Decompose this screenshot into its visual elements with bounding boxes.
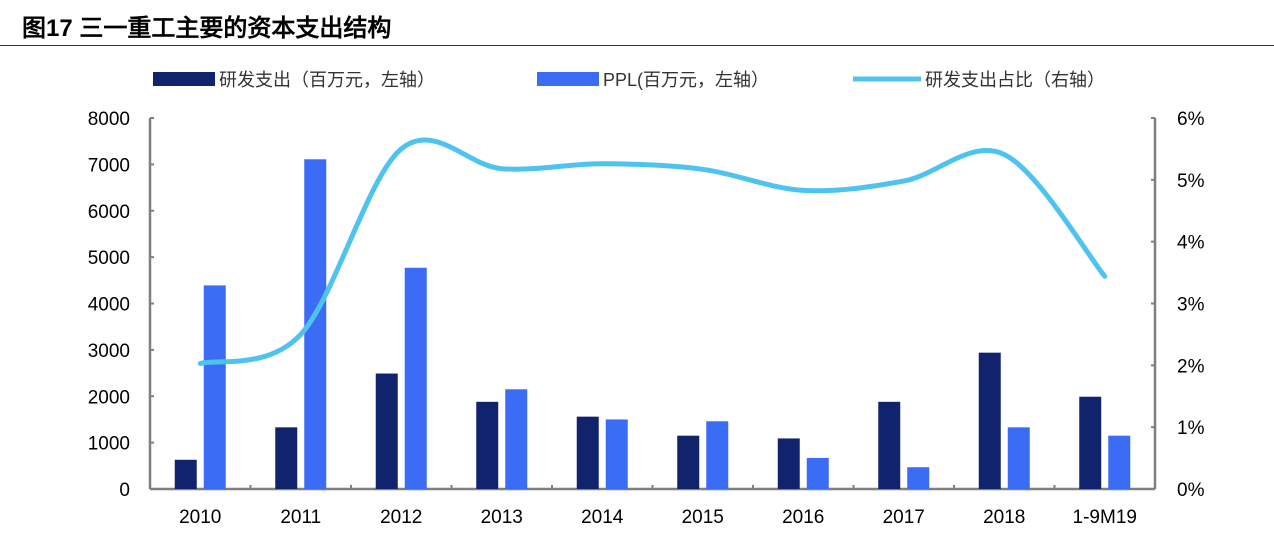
x-tick-label: 2017: [883, 507, 925, 528]
bar-ppl: [505, 389, 528, 489]
x-tick-label: 2012: [380, 507, 422, 528]
left-tick-label: 5000: [88, 248, 130, 269]
bar-ppl: [806, 457, 829, 489]
bar-ppl: [706, 421, 729, 489]
x-tick-label: 2016: [782, 507, 824, 528]
right-tick-label: 4%: [1177, 233, 1205, 254]
right-tick-label: 1%: [1177, 418, 1205, 439]
x-tick-label: 2011: [280, 507, 321, 528]
bar-rd: [275, 427, 298, 489]
bar-rd: [576, 416, 599, 489]
figure-title: 图17 三一重工主要的资本支出结构: [22, 15, 392, 42]
bar-ppl: [1007, 427, 1030, 489]
left-tick-label: 1000: [88, 434, 130, 455]
left-tick-label: 2000: [88, 387, 130, 408]
bar-ppl: [605, 419, 628, 489]
bar-rd: [1079, 396, 1102, 489]
x-tick-label: 2010: [179, 507, 221, 528]
left-tick-label: 8000: [88, 109, 130, 130]
x-tick-label: 2014: [581, 507, 624, 528]
bar-rd: [375, 373, 398, 489]
legend-label: 研发支出占比（右轴）: [925, 70, 1105, 90]
left-tick-label: 7000: [88, 155, 130, 176]
x-tick-label: 2018: [983, 507, 1025, 528]
line-rd-ratio: [197, 137, 1108, 366]
bar-rd: [174, 459, 197, 489]
x-tick-label: 2013: [481, 507, 523, 528]
x-tick-label: 1-9M19: [1073, 507, 1137, 528]
legend-label: 研发支出（百万元，左轴）: [219, 70, 435, 90]
legend-swatch: [537, 72, 599, 86]
bar-rd: [677, 435, 700, 489]
legend-swatch: [153, 72, 215, 86]
right-tick-label: 2%: [1177, 356, 1205, 377]
x-tick-label: 2015: [682, 507, 724, 528]
right-tick-label: 5%: [1177, 171, 1205, 192]
legend-label: PPL(百万元，左轴）: [603, 70, 769, 90]
bar-rd: [777, 438, 800, 489]
bar-ppl: [203, 285, 226, 489]
bar-rd: [878, 401, 901, 489]
bar-ppl: [907, 467, 930, 489]
right-tick-label: 0%: [1177, 480, 1205, 501]
right-tick-label: 3%: [1177, 295, 1205, 316]
bar-ppl: [404, 267, 427, 489]
bar-rd: [978, 352, 1001, 489]
left-tick-label: 3000: [88, 341, 130, 362]
bar-ppl: [304, 159, 327, 489]
bar-ppl: [1108, 435, 1131, 489]
right-tick-label: 6%: [1177, 109, 1205, 130]
left-tick-label: 4000: [88, 295, 130, 316]
left-tick-label: 6000: [88, 202, 130, 223]
left-tick-label: 0: [119, 480, 130, 501]
title-divider: [0, 45, 1274, 46]
bar-rd: [476, 401, 499, 489]
